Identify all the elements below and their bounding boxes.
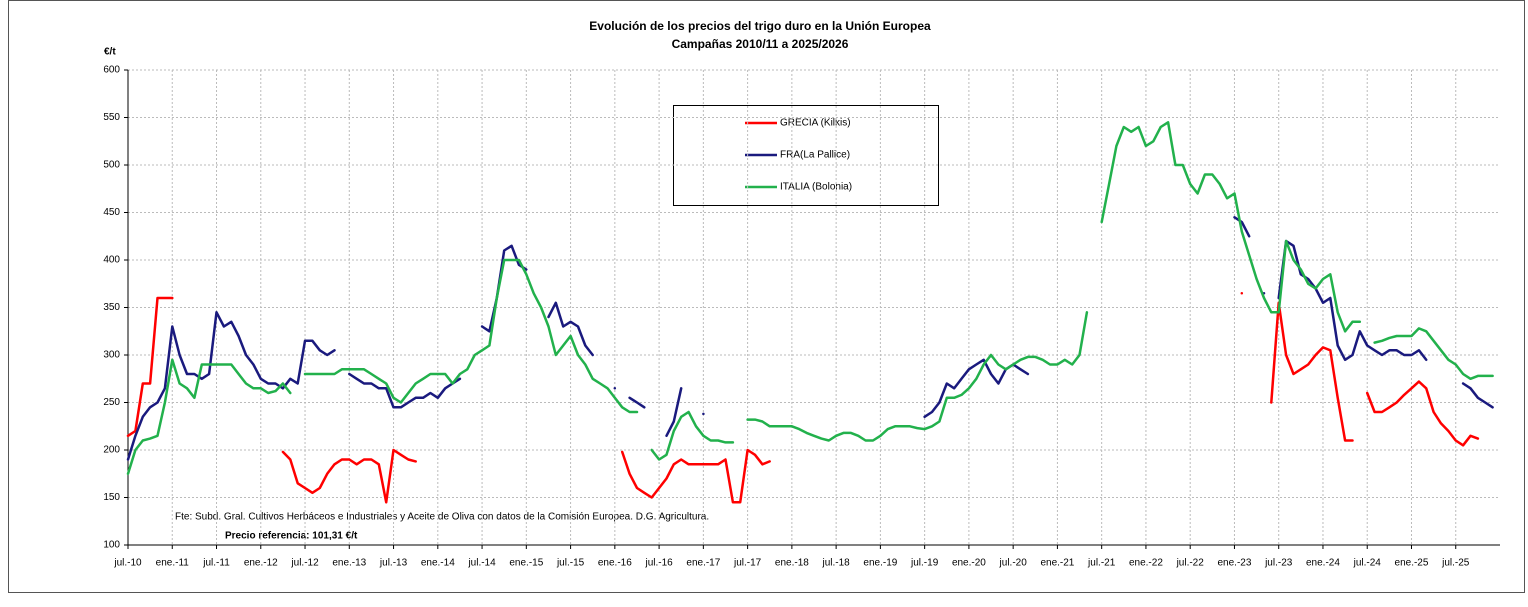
- x-tick-label: jul.-14: [467, 558, 496, 569]
- x-tick-label: jul.-12: [290, 558, 319, 569]
- x-tick-label: ene.-20: [952, 558, 986, 569]
- x-tick-label: ene.-24: [1306, 558, 1340, 569]
- legend-label: GRECIA (Kilkis): [780, 118, 851, 129]
- source-note: Fte: Subd. Gral. Cultivos Herbáceos e In…: [175, 512, 709, 523]
- x-tick-label: jul.-15: [556, 558, 585, 569]
- x-tick-label: jul.-20: [999, 558, 1028, 569]
- legend: GRECIA (Kilkis) FRA(La Pallice) ITALIA (Bo…: [673, 105, 939, 206]
- x-tick-label: ene.-11: [156, 558, 190, 569]
- x-tick-label: ene.-21: [1040, 558, 1074, 569]
- y-tick-label: 150: [103, 492, 120, 503]
- series-line: [126, 216, 1494, 461]
- legend-box: [673, 105, 939, 206]
- x-tick-label: jul.-25: [1441, 558, 1470, 569]
- series-line: [126, 292, 1480, 504]
- y-tick-label: 600: [103, 65, 120, 76]
- x-tick-label: ene.-15: [509, 558, 543, 569]
- y-tick-label: 400: [103, 255, 120, 266]
- y-tick-label: 500: [103, 160, 120, 171]
- x-tick-label: jul.-13: [379, 558, 408, 569]
- y-tick-label: 350: [103, 302, 120, 313]
- x-tick-label: ene.-14: [421, 558, 455, 569]
- y-tick-label: 300: [103, 350, 120, 361]
- y-tick-label: 200: [103, 445, 120, 456]
- x-tick-label: ene.-25: [1395, 558, 1429, 569]
- legend-label: ITALIA (Bolonia): [780, 182, 852, 193]
- x-tick-label: jul.-17: [733, 558, 762, 569]
- chart-frame: [8, 0, 1525, 593]
- x-tick-label: ene.-19: [863, 558, 897, 569]
- x-tick-label: ene.-23: [1217, 558, 1251, 569]
- x-tick-label: ene.-22: [1129, 558, 1163, 569]
- y-tick-label: 250: [103, 397, 120, 408]
- x-tick-label: jul.-19: [910, 558, 939, 569]
- legend-label: FRA(La Pallice): [780, 150, 850, 161]
- y-axis-label: €/t: [104, 47, 116, 58]
- x-tick-label: ene.-17: [686, 558, 720, 569]
- x-tick-label: jul.-22: [1176, 558, 1205, 569]
- x-tick-label: ene.-18: [775, 558, 809, 569]
- y-tick-label: 450: [103, 207, 120, 218]
- x-tick-label: jul.-24: [1353, 558, 1382, 569]
- x-tick-label: jul.-18: [822, 558, 851, 569]
- y-tick-label: 100: [103, 540, 120, 551]
- series-line: [126, 121, 1494, 476]
- y-tick-label: 550: [103, 112, 120, 123]
- x-tick-label: jul.-10: [113, 558, 142, 569]
- x-tick-label: ene.-16: [598, 558, 632, 569]
- x-tick-label: jul.-23: [1264, 558, 1293, 569]
- reference-note: Precio referencia: 101,31 €/t: [225, 531, 358, 542]
- x-tick-label: ene.-13: [332, 558, 366, 569]
- chart-title: Evolución de los precios del trigo duro …: [589, 19, 931, 33]
- x-tick-label: jul.-21: [1087, 558, 1116, 569]
- x-tick-label: jul.-11: [202, 558, 230, 569]
- x-tick-label: ene.-12: [244, 558, 278, 569]
- x-tick-label: jul.-16: [644, 558, 673, 569]
- chart-subtitle: Campañas 2010/11 a 2025/2026: [672, 37, 849, 51]
